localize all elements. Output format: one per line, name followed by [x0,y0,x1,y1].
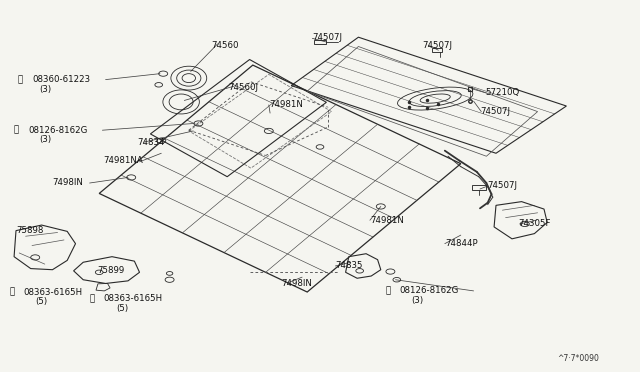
Text: 7498IN: 7498IN [282,279,312,288]
Text: Ⓑ: Ⓑ [14,126,19,135]
Text: 57210Q: 57210Q [485,89,520,97]
Text: (3): (3) [411,296,423,305]
Text: 08126-8162G: 08126-8162G [399,286,459,295]
Text: 74844P: 74844P [445,239,477,248]
Text: (3): (3) [40,85,52,94]
Text: Ⓢ: Ⓢ [18,75,23,84]
Text: 74834: 74834 [138,138,165,147]
Text: 08363-6165H: 08363-6165H [24,288,83,296]
Text: 74560J: 74560J [228,83,259,92]
Text: 74560: 74560 [211,41,239,50]
Text: 74981N: 74981N [269,100,303,109]
Text: 08126-8162G: 08126-8162G [28,126,88,135]
Text: Ⓢ: Ⓢ [10,288,15,296]
Text: 74507J: 74507J [488,182,518,190]
Bar [432,48,442,52]
Text: Ⓑ: Ⓑ [385,286,390,295]
Text: 74507J: 74507J [422,41,452,50]
Text: 74507J: 74507J [480,107,510,116]
Text: (5): (5) [116,304,129,312]
Text: 74507J: 74507J [312,33,342,42]
Text: ^7·7*0090: ^7·7*0090 [557,355,598,363]
Text: 74981NA: 74981NA [104,156,143,165]
Text: 08363-6165H: 08363-6165H [104,294,163,303]
Text: 74981N: 74981N [370,216,404,225]
Text: 74835: 74835 [335,262,363,270]
Text: 7498IN: 7498IN [52,178,83,187]
Text: (3): (3) [40,135,52,144]
Text: (5): (5) [35,297,47,306]
Bar [472,185,486,190]
Bar [314,39,326,44]
Text: Ⓢ: Ⓢ [90,294,95,303]
Text: 08360-61223: 08360-61223 [32,75,90,84]
Text: 75898: 75898 [16,226,44,235]
Text: 75899: 75899 [97,266,125,275]
Text: 74305F: 74305F [518,219,551,228]
